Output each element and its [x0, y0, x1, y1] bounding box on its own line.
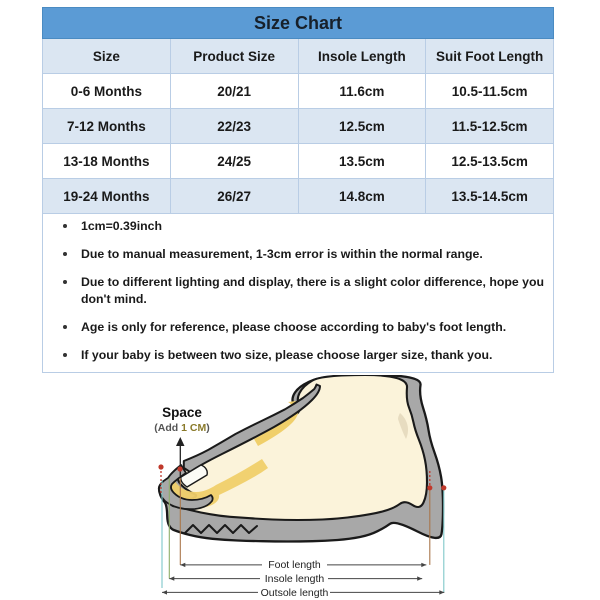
svg-text:Space: Space [162, 405, 202, 420]
svg-text:Foot length: Foot length [268, 559, 321, 571]
svg-text:Insole length: Insole length [265, 573, 325, 585]
svg-text:(Add 1 CM): (Add 1 CM) [154, 422, 209, 434]
svg-text:Outsole length: Outsole length [261, 587, 329, 599]
